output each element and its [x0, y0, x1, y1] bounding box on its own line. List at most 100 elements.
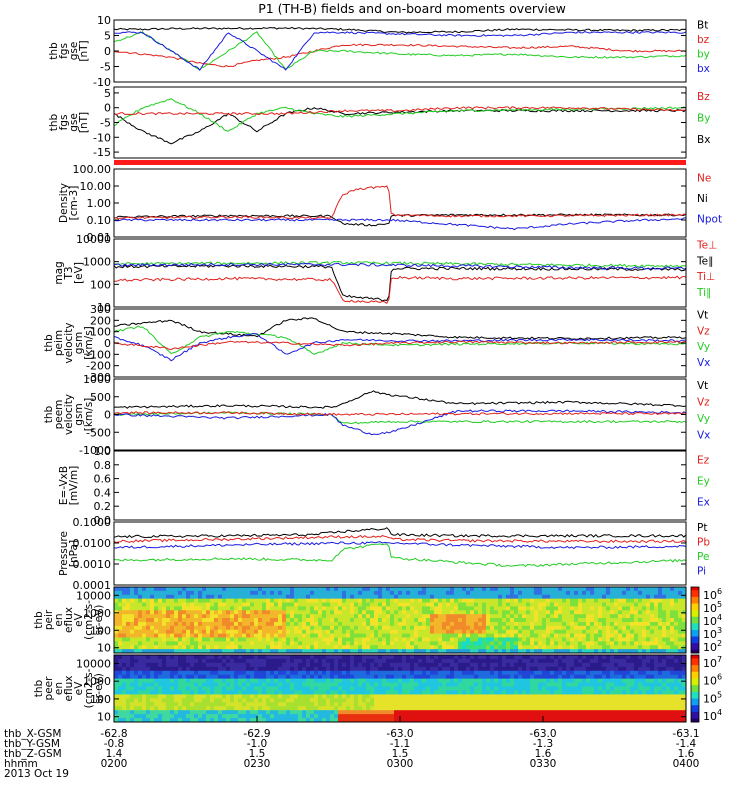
y-tick-label: 10000 — [76, 233, 111, 246]
y-axis-label: sr-eV) — [93, 605, 105, 636]
plot-frame — [114, 522, 686, 585]
series-line-peem_velocity-Vt — [114, 391, 686, 409]
legend-entry: Vt — [697, 380, 708, 392]
x-tick-label: 0330 — [530, 758, 557, 770]
y-axis-label: [eV] — [73, 262, 85, 284]
panel-peem_velocity: 10005000-500-1000thbpeemvelocitygsm[km/s… — [43, 373, 710, 457]
colorbar-tick: 107 — [703, 655, 722, 670]
legend-entry: Pt — [697, 522, 707, 534]
y-tick-label: 10 — [97, 14, 111, 27]
y-tick-label: 0.10 — [87, 214, 112, 227]
panel-pressure: 0.10000.01000.00100.0001Pressure[nPa]PtP… — [58, 516, 710, 592]
legend-entry: bx — [697, 63, 710, 75]
series-line-fgs_gse-by — [114, 32, 686, 70]
legend-entry: Bz — [697, 91, 710, 103]
y-tick-label: 0 — [104, 45, 111, 58]
series-line-temperature-Te⊥ — [114, 276, 686, 303]
x-axis-date: 2013 Oct 19 — [4, 768, 69, 780]
spectrogram-peer_spec — [114, 655, 686, 722]
y-tick-label: -5 — [100, 117, 111, 130]
y-tick-label: 1.0 — [94, 445, 112, 458]
legend-entry: By — [697, 112, 710, 124]
y-axis-label: [cm-3] — [68, 186, 80, 221]
x-tick-label: 0300 — [387, 758, 414, 770]
series-line-pressure-Pe — [114, 544, 686, 567]
y-tick-label: 1000 — [83, 373, 111, 386]
series-line-pressure-Pt — [114, 528, 686, 538]
legend-entry: Ne — [697, 172, 711, 184]
y-tick-label: 10 — [97, 642, 111, 655]
y-tick-label: 5 — [104, 30, 111, 43]
y-tick-label: 0.6 — [94, 473, 112, 486]
chart-title: P1 (TH-B) fields and on-board moments ov… — [258, 1, 566, 16]
y-tick-label: 0.4 — [94, 486, 112, 499]
plot-frame — [114, 87, 686, 158]
y-tick-label: 0.1000 — [73, 516, 112, 529]
y-tick-label: 100.00 — [73, 163, 112, 176]
legend-entry: Bx — [697, 134, 710, 146]
plot-frame — [114, 451, 686, 520]
colorbar-tick: 104 — [703, 708, 722, 723]
legend-entry: Vy — [697, 341, 710, 353]
y-tick-label: -10 — [93, 131, 111, 144]
y-axis-label: [nPa] — [68, 540, 80, 567]
y-tick-label: 10000 — [76, 657, 111, 670]
y-tick-label: 100 — [90, 278, 111, 291]
y-tick-label: 5 — [104, 87, 111, 100]
panel-peim_velocity: 3002001000-100-200-300thbpeimvelocitygsm… — [43, 303, 710, 384]
y-tick-label: 0 — [104, 102, 111, 115]
separator-bar — [114, 160, 686, 165]
y-tick-label: 1000 — [83, 256, 111, 269]
y-axis-label: [nT] — [78, 40, 90, 61]
legend-entry: Bt — [697, 20, 708, 32]
y-tick-label: 0.2 — [94, 500, 112, 513]
y-tick-label: -15 — [93, 146, 111, 159]
plot-frame — [114, 169, 686, 237]
legend-entry: bz — [697, 34, 710, 46]
legend-entry: Ex — [697, 496, 710, 508]
legend-entry: Te⊥ — [696, 240, 717, 252]
legend-entry: Pi — [697, 566, 706, 578]
legend-entry: Vz — [697, 325, 710, 337]
colorbar-tick: 102 — [703, 639, 722, 654]
panel-peir_spec: 10610510410310210000100010010thbpeirenef… — [33, 587, 722, 655]
plot-frame — [114, 239, 686, 307]
x-tick-label: 0400 — [673, 758, 700, 770]
y-axis-label: [mV/m] — [68, 466, 80, 505]
legend-entry: Ez — [697, 455, 710, 467]
colorbar-tick: 105 — [703, 690, 722, 705]
y-tick-label: 1.00 — [87, 197, 112, 210]
legend-entry: Vy — [697, 413, 710, 425]
legend-entry: Vz — [697, 396, 710, 408]
legend-entry: Ti⊥ — [696, 271, 715, 283]
y-tick-label: 0.8 — [94, 459, 112, 472]
y-axis-label: [km/s] — [83, 326, 95, 360]
legend-entry: Npot — [697, 214, 722, 226]
legend-entry: Pe — [697, 551, 709, 563]
legend-entry: Vt — [697, 310, 708, 322]
series-line-fgs_gse-bz — [114, 44, 686, 67]
series-line-density-Npot — [114, 218, 686, 230]
legend-entry: by — [697, 49, 710, 61]
series-line-fgs_gsm-By — [114, 99, 686, 131]
legend-entry: Pb — [697, 536, 710, 548]
y-axis-label: [km/s] — [83, 398, 95, 432]
x-tick-label: 0230 — [244, 758, 271, 770]
legend-entry: Ti∥ — [696, 287, 711, 299]
legend-entry: Ey — [697, 476, 710, 488]
legend-entry: Ni — [697, 193, 708, 205]
y-axis-label: sr-eV) — [93, 673, 105, 704]
y-tick-label: 0 — [104, 409, 111, 422]
legend-entry: Vx — [697, 429, 710, 441]
legend-entry: Vx — [697, 357, 710, 369]
series-line-fgs_gse-Bt — [114, 27, 686, 33]
series-line-peim_velocity-Vx — [114, 334, 686, 361]
x-tick-label: 0200 — [101, 758, 128, 770]
